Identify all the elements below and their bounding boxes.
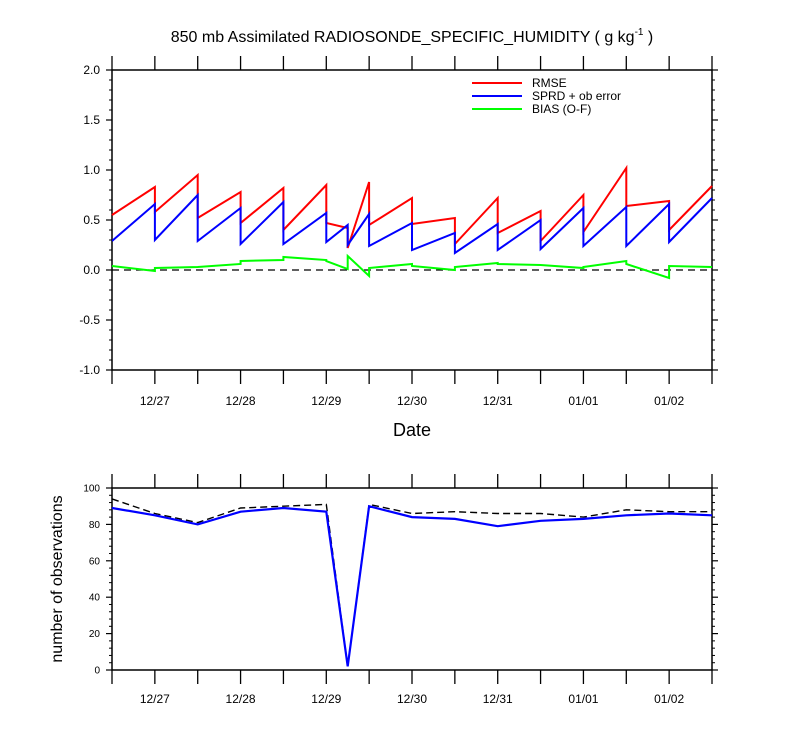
x-tick-label: 12/29 — [311, 692, 341, 706]
x-tick-label: 12/27 — [140, 394, 170, 408]
x-tick-label: 01/01 — [568, 692, 598, 706]
x-tick-label: 12/30 — [397, 394, 427, 408]
series-line-sprd-ob-error — [111, 192, 713, 255]
top-x-axis: 12/27 12/28 12/29 12/30 12/31 01/01 01/02 — [111, 56, 713, 408]
x-tick-label: 12/31 — [483, 394, 513, 408]
y-axis-label: number of observations — [49, 495, 66, 662]
y-tick-label: 100 — [83, 484, 100, 495]
legend-label-rmse: RMSE — [532, 76, 567, 90]
chart-title-end: ) — [643, 29, 653, 46]
x-tick-label: 12/29 — [311, 394, 341, 408]
chart-title-superscript: -1 — [635, 27, 644, 38]
x-tick-label: 12/28 — [226, 394, 256, 408]
x-axis-label: Date — [393, 420, 431, 440]
x-tick-label: 01/02 — [654, 394, 684, 408]
x-tick-label: 01/01 — [568, 394, 598, 408]
top-y-axis: 2.0 1.5 1.0 0.5 0.0 -0.5 -1.0 — [79, 63, 718, 377]
y-tick-label: 20 — [89, 629, 101, 640]
y-tick-label: 0 — [94, 666, 100, 677]
y-tick-label: -0.5 — [79, 313, 100, 327]
x-tick-label: 12/31 — [483, 692, 513, 706]
x-tick-label: 12/27 — [140, 692, 170, 706]
bottom-series-group — [111, 498, 713, 667]
y-tick-label: 60 — [89, 556, 101, 567]
y-tick-label: 2.0 — [83, 63, 100, 77]
bottom-y-axis: 100 80 60 40 20 0 — [83, 484, 718, 677]
top-series-group — [111, 164, 713, 280]
bottom-x-axis: 12/27 12/28 12/29 12/30 12/31 01/01 01/02 — [111, 474, 713, 706]
x-tick-label: 12/30 — [397, 692, 427, 706]
top-chart: 850 mb Assimilated RADIOSONDE_SPECIFIC_H… — [79, 27, 718, 440]
chart-title-main: 850 mb Assimilated RADIOSONDE_SPECIFIC_H… — [171, 29, 635, 46]
series-line-assimilated-observations — [111, 504, 713, 667]
y-tick-label: 1.0 — [83, 163, 100, 177]
y-tick-label: 0.5 — [83, 213, 100, 227]
y-tick-label: 1.5 — [83, 113, 100, 127]
y-tick-label: -1.0 — [79, 363, 100, 377]
y-tick-label: 40 — [89, 593, 101, 604]
y-tick-label: 80 — [89, 520, 101, 531]
x-tick-label: 12/28 — [226, 692, 256, 706]
legend-label-sprd-ob-error: SPRD + ob error — [532, 89, 621, 103]
bottom-chart: 100 80 60 40 20 0 12/27 12/28 12/29 12/30 12/31 01… — [49, 474, 718, 706]
series-line-possible-observations — [111, 498, 712, 667]
x-tick-label: 01/02 — [654, 692, 684, 706]
series-line-bias-o-f — [111, 253, 713, 280]
y-tick-label: 0.0 — [83, 263, 100, 277]
chart-title: 850 mb Assimilated RADIOSONDE_SPECIFIC_H… — [171, 27, 654, 46]
legend-label-bias-o-f: BIAS (O-F) — [532, 102, 591, 116]
series-line-rmse — [111, 164, 713, 249]
